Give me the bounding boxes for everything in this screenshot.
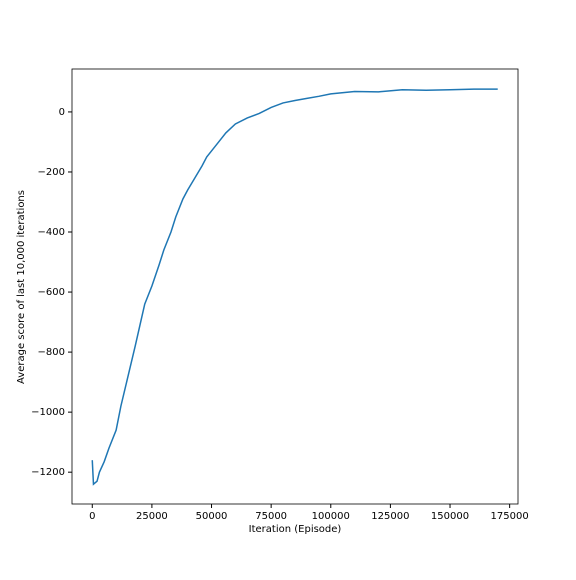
y-tick-label: −800 <box>38 347 65 358</box>
x-tick-label: 125000 <box>371 511 409 522</box>
x-tick-label: 0 <box>89 511 95 522</box>
data-line <box>91 88 498 486</box>
plot-frame <box>71 68 519 505</box>
y-tick-label: 0 <box>59 107 65 118</box>
x-tick-label: 175000 <box>491 511 529 522</box>
x-tick-label: 150000 <box>431 511 469 522</box>
x-tick-label: 50000 <box>196 511 228 522</box>
x-tick-label: 100000 <box>312 511 350 522</box>
y-tick-label: −1000 <box>31 407 65 418</box>
y-tick-label: −1200 <box>31 467 65 478</box>
x-tick-label: 75000 <box>255 511 287 522</box>
y-tick-label: −200 <box>38 167 65 178</box>
y-axis-label: Average score of last 10,000 iterations <box>16 190 27 384</box>
x-axis-label: Iteration (Episode) <box>249 524 342 535</box>
x-tick-label: 25000 <box>136 511 168 522</box>
y-tick-label: −400 <box>38 227 65 238</box>
y-tick-label: −600 <box>38 287 65 298</box>
